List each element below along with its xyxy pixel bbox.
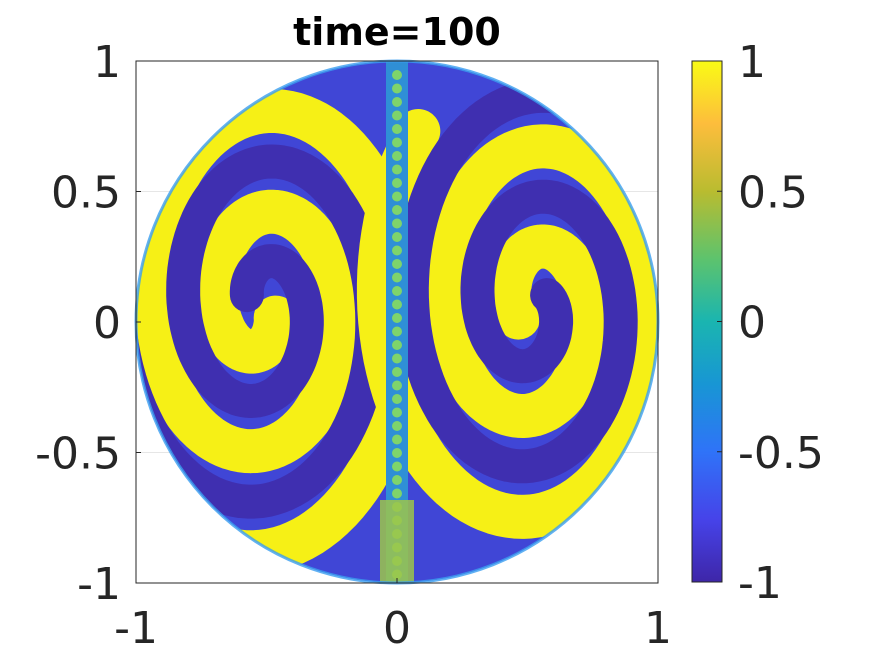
y-tick-label-2: 0 [93, 298, 121, 349]
center-bead-22 [392, 367, 402, 377]
x-tick-label-0: -1 [114, 603, 158, 654]
center-bead-6 [392, 151, 402, 161]
y-axis: -1 -0.5 0 0.5 1 [35, 37, 141, 610]
colorbar-tick-label-1: -0.5 [738, 428, 824, 479]
colorbar-tick-label-2: 0 [738, 298, 766, 349]
center-bead-5 [392, 137, 402, 148]
x-tick-label-2: 1 [644, 603, 672, 654]
center-bead-13 [392, 245, 402, 256]
center-bead-26 [392, 421, 402, 431]
colorbar-tick-label-4: 1 [738, 37, 766, 88]
center-bead-18 [392, 313, 402, 323]
center-bead-15 [392, 272, 402, 283]
center-bead-29 [392, 461, 402, 472]
center-bead-23 [392, 380, 402, 391]
colorbar-ticks: -1 -0.5 0 0.5 1 [717, 37, 824, 609]
center-bead-27 [392, 434, 402, 445]
center-bead-28 [392, 448, 402, 458]
center-bead-0 [392, 70, 402, 80]
center-bead-24 [392, 394, 402, 404]
center-column [380, 61, 414, 583]
center-bead-8 [392, 178, 402, 188]
center-bead-25 [392, 407, 402, 418]
y-tick-label-1: -0.5 [35, 429, 121, 480]
y-tick-label-3: 0.5 [51, 168, 121, 219]
center-bead-31 [392, 488, 402, 499]
colorbar-tick-label-0: -1 [738, 558, 782, 609]
center-bead-9 [392, 191, 402, 202]
chart-title: time=100 [293, 10, 501, 54]
y-tick-label-0: -1 [77, 559, 121, 610]
center-bead-3 [392, 110, 402, 121]
spiral-yellow-1 [356, 109, 658, 539]
center-bead-14 [392, 259, 402, 269]
center-bead-7 [392, 164, 402, 175]
center-bead-10 [392, 205, 402, 215]
center-bead-4 [392, 124, 402, 134]
center-bead-19 [392, 326, 402, 337]
center-bead-1 [392, 83, 402, 94]
center-bead-20 [392, 340, 402, 350]
y-tick-label-4: 1 [93, 37, 121, 88]
x-axis: -1 0 1 [114, 578, 672, 654]
colorbar-tick-label-3: 0.5 [738, 167, 808, 218]
x-tick-label-1: 0 [383, 603, 411, 654]
center-bead-2 [392, 97, 402, 107]
center-bead-16 [392, 286, 402, 296]
center-bead-12 [392, 232, 402, 242]
center-bead-21 [392, 353, 402, 364]
bottom-plume [380, 500, 414, 583]
center-bead-17 [392, 299, 402, 310]
center-bead-11 [392, 218, 402, 229]
center-bead-30 [392, 475, 402, 485]
